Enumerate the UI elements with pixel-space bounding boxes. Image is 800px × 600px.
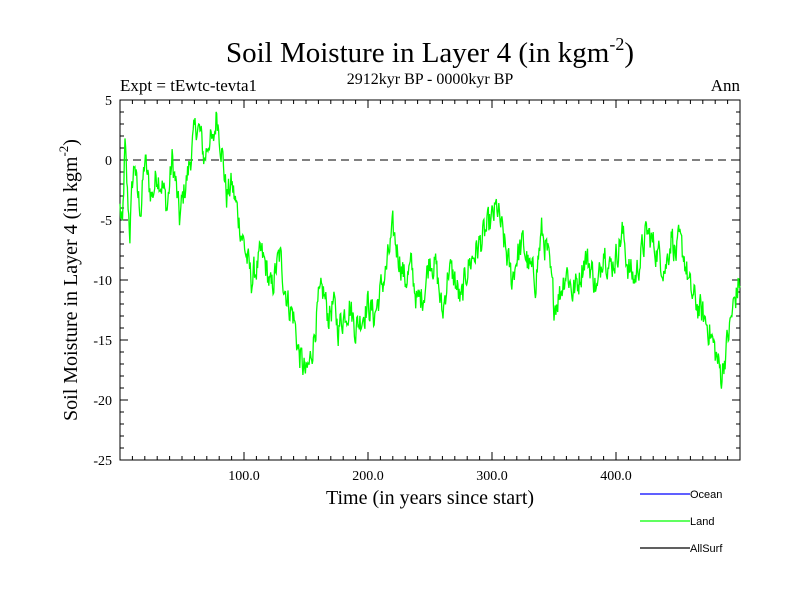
- legend-label-land: Land: [690, 516, 714, 528]
- x-tick-label: 200.0: [352, 469, 384, 484]
- y-tick-label: -5: [100, 214, 112, 229]
- y-tick-label: -25: [93, 454, 112, 469]
- x-tick-label: 300.0: [476, 469, 508, 484]
- y-axis-label: Soil Moisture in Layer 4 (in kgm-2): [56, 139, 82, 421]
- y-tick-label: -15: [93, 334, 112, 349]
- plot-frame: [119, 99, 741, 461]
- y-axis-label-text: Soil Moisture in Layer 4 (in kgm: [60, 156, 82, 421]
- y-tick-labels: 5 0 -5 -10 -15 -20 -25: [93, 94, 112, 469]
- legend-label-allsurf: AllSurf: [690, 543, 723, 555]
- legend-label-ocean: Ocean: [690, 489, 722, 501]
- chart-title-close: ): [624, 37, 634, 69]
- chart-title: Soil Moisture in Layer 4 (in kgm-2): [226, 34, 634, 69]
- chart-title-text: Soil Moisture in Layer 4 (in kgm: [226, 37, 610, 69]
- series-line-land: [119, 111, 741, 389]
- y-tick-label: -20: [93, 394, 112, 409]
- y-tick-label: 5: [105, 94, 112, 109]
- period-label: Ann: [711, 76, 741, 95]
- x-tick-label: 400.0: [600, 469, 632, 484]
- experiment-label: Expt = tEwtc-tevta1: [120, 76, 257, 95]
- x-tick-labels: 100.0 200.0 300.0 400.0: [228, 469, 632, 484]
- y-tick-label: 0: [105, 154, 112, 169]
- y-tick-label: -10: [93, 274, 112, 289]
- y-axis-label-close: ): [60, 139, 82, 146]
- x-axis-label: Time (in years since start): [326, 487, 534, 509]
- axis-ticks: [119, 99, 741, 461]
- y-axis-label-superscript: -2: [56, 146, 71, 157]
- chart-subtitle: 2912kyr BP - 0000kyr BP: [347, 71, 514, 88]
- x-tick-label: 100.0: [228, 469, 260, 484]
- chart-title-superscript: -2: [609, 34, 624, 54]
- legend: Ocean Land AllSurf: [640, 489, 723, 555]
